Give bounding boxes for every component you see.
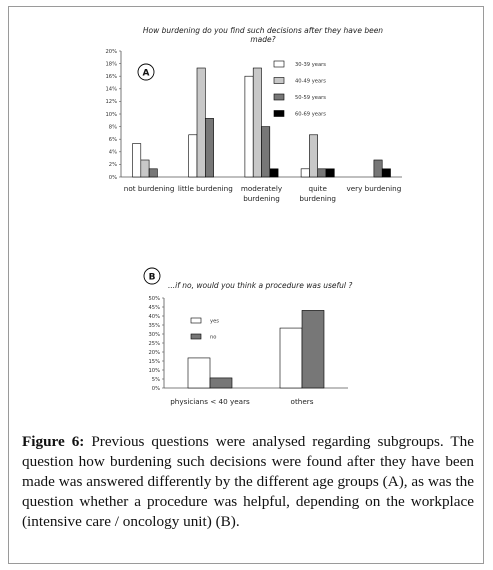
chart-a-bar [261,126,271,178]
chart-a-ytick-label: 0% [109,175,117,181]
chart-a-bar [325,168,335,178]
chart-b-category-label: physicians < 40 years [170,397,250,406]
chart-b-legend-label: yes [210,319,219,325]
chart-b-ytick-label: 50% [148,296,160,302]
chart-a-category-label: moderately [241,184,283,193]
chart-a-legend-label: 30-39 years [295,62,326,68]
chart-a-category-label: not burdening [124,184,175,193]
chart-a-bar [252,67,262,178]
chart-b-title: ...if no, would you think a procedure wa… [168,281,352,290]
chart-b-ytick-label: 25% [148,341,160,347]
chart-a-bar [148,168,158,178]
chart-a-bar [196,67,206,178]
chart-b-bar [279,327,303,389]
chart-b: ...if no, would you think a procedure wa… [143,267,352,406]
chart-a-bar [205,118,214,178]
chart-a-bar [140,159,150,178]
chart-a-bar [132,143,142,178]
chart-a-ytick-label: 16% [105,74,117,80]
chart-b-bar [187,357,211,389]
chart-a-legend-label: 50-59 years [295,95,326,101]
chart-a-ytick-label: 6% [109,137,117,143]
chart-b-legend-swatch [190,317,202,324]
chart-a-bar [300,168,310,178]
chart-a-category-label: very burdening [347,184,402,193]
caption-label: Figure 6: [22,433,85,450]
chart-a-bar [269,168,279,178]
chart-a-ytick-label: 8% [109,124,117,130]
chart-a-ytick-label: 20% [105,49,117,55]
chart-b-ytick-label: 10% [148,368,160,374]
chart-a-ytick-label: 4% [109,150,117,156]
chart-b-category-label: others [291,397,314,406]
chart-a-bar [188,134,198,178]
figure-caption: Figure 6: Previous questions were analys… [22,432,474,532]
chart-a-bar [317,168,327,178]
chart-b-ytick-label: 0% [152,386,160,392]
chart-b-ytick-label: 30% [148,332,160,338]
chart-a-legend-label: 40-49 years [295,79,326,85]
chart-b-panel-label: B [149,272,156,282]
chart-a-category-label: burdening [299,194,336,203]
chart-a-legend-label: 60-69 years [295,112,326,118]
chart-a-panel-marker [137,63,155,81]
chart-a-bar [244,75,254,178]
chart-b-legend-swatch [190,333,202,340]
chart-a-ytick-label: 2% [109,162,117,168]
chart-a-bar [373,159,383,178]
chart-a-title-line: How burdening do you find such decisions… [143,26,383,35]
caption-text: Previous questions were analysed regardi… [22,433,474,530]
chart-b-ytick-label: 35% [148,323,160,329]
chart-b-bar [301,310,325,389]
chart-b-ytick-label: 20% [148,350,160,356]
chart-a-category-label: little burdening [178,184,233,193]
chart-a-ytick-label: 18% [105,61,117,67]
chart-a-ytick-label: 14% [105,87,117,93]
chart-a-legend-swatch [273,77,285,84]
chart-b-panel-marker [143,267,161,285]
chart-a-bar [381,168,391,178]
chart-a-legend-swatch [273,60,285,68]
chart-a: How burdening do you find such decisions… [105,26,402,203]
chart-b-ytick-label: 45% [148,305,160,311]
chart-a-ytick-label: 12% [105,99,117,105]
chart-a-legend-swatch [273,110,285,117]
chart-a-category-label: quite [309,184,328,193]
chart-b-ytick-label: 15% [148,359,160,365]
chart-b-bar [209,377,233,389]
chart-a-legend-swatch [273,93,285,101]
chart-a-bar [309,134,318,178]
chart-b-ytick-label: 5% [152,377,160,383]
chart-b-legend-label: no [210,335,216,341]
chart-b-ytick-label: 40% [148,314,160,320]
chart-a-title-line: made? [250,35,275,44]
chart-a-ytick-label: 10% [105,112,117,118]
chart-a-panel-label: A [143,68,150,78]
chart-a-category-label: burdening [243,194,280,203]
